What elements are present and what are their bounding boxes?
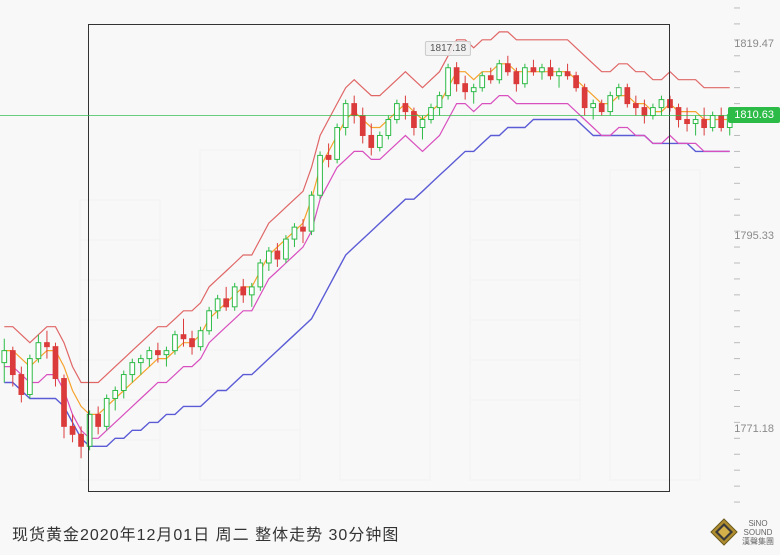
peak-annotation: 1817.18 xyxy=(425,41,471,56)
chart-area: 1817.18 1810.63 1819.47 1795.33 1771.18 xyxy=(0,0,780,518)
logo: SiNO SOUND 漢聲集團 xyxy=(710,518,774,546)
highlight-box xyxy=(88,24,670,492)
logo-icon xyxy=(710,518,738,546)
caption-text: 现货黄金2020年12月01日 周二 整体走势 30分钟图 xyxy=(12,521,399,545)
caption-bar: 现货黄金2020年12月01日 周二 整体走势 30分钟图 xyxy=(0,516,780,550)
logo-text: SiNO SOUND 漢聲集團 xyxy=(742,519,774,546)
current-price-flag: 1810.63 xyxy=(728,107,780,123)
current-price-line xyxy=(0,115,734,116)
y-axis-label: 1795.33 xyxy=(734,230,774,242)
y-axis-label: 1819.47 xyxy=(734,38,774,50)
y-axis-label: 1771.18 xyxy=(734,423,774,435)
